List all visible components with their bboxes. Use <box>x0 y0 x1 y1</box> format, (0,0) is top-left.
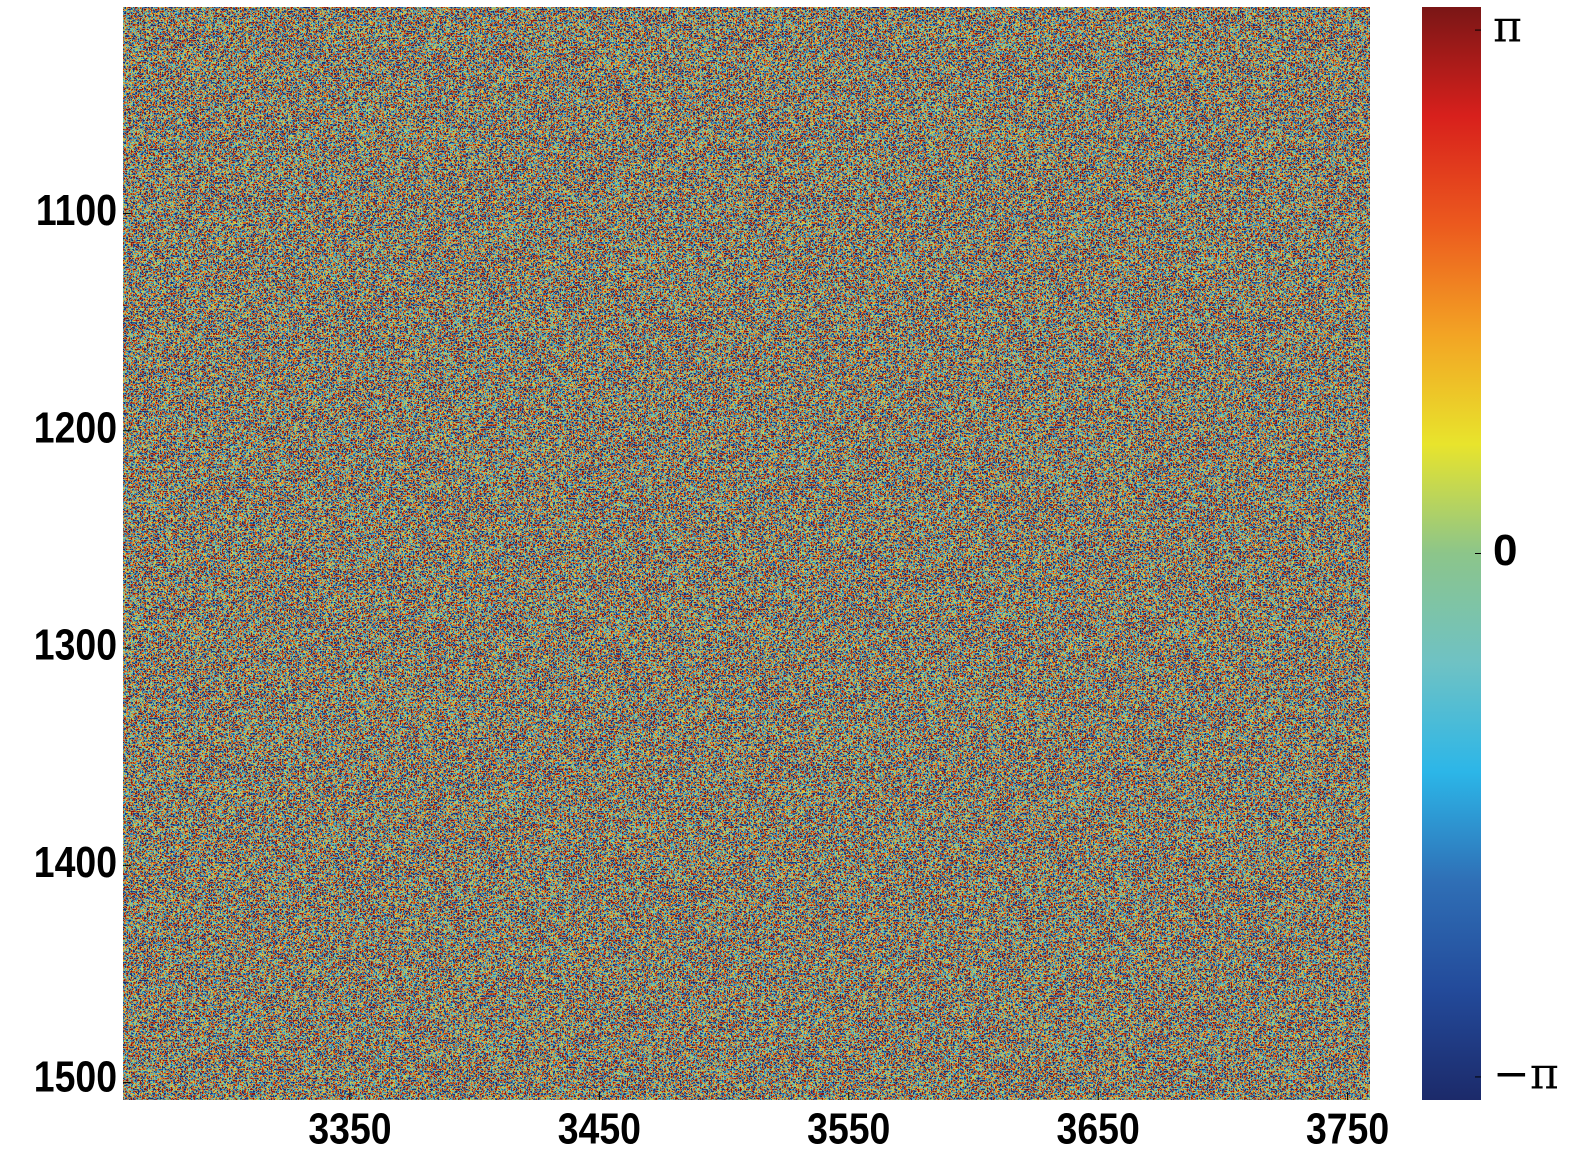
y-tick-label: 1500 <box>34 1052 117 1102</box>
x-tick-label: 3550 <box>807 1104 890 1154</box>
y-tick-label: 1200 <box>34 402 117 452</box>
x-tick-label: 3450 <box>558 1104 641 1154</box>
colorbar-tick-label: −π <box>1493 1048 1559 1099</box>
y-tick-label: 1300 <box>34 620 117 670</box>
colorbar-tick-label: π <box>1493 2 1522 53</box>
colorbar-tick-label: 0 <box>1493 526 1517 575</box>
y-tick-label: 1400 <box>34 837 117 887</box>
colorbar-gradient <box>1422 7 1481 1100</box>
x-tick-label: 3650 <box>1057 1104 1140 1154</box>
x-tick-label: 3350 <box>308 1104 391 1154</box>
colorbar: −π 0 π <box>1422 2 1559 1100</box>
x-tick-label: 3750 <box>1306 1104 1389 1154</box>
heatmap-image <box>123 7 1370 1100</box>
y-tick-label: 1100 <box>36 185 117 235</box>
